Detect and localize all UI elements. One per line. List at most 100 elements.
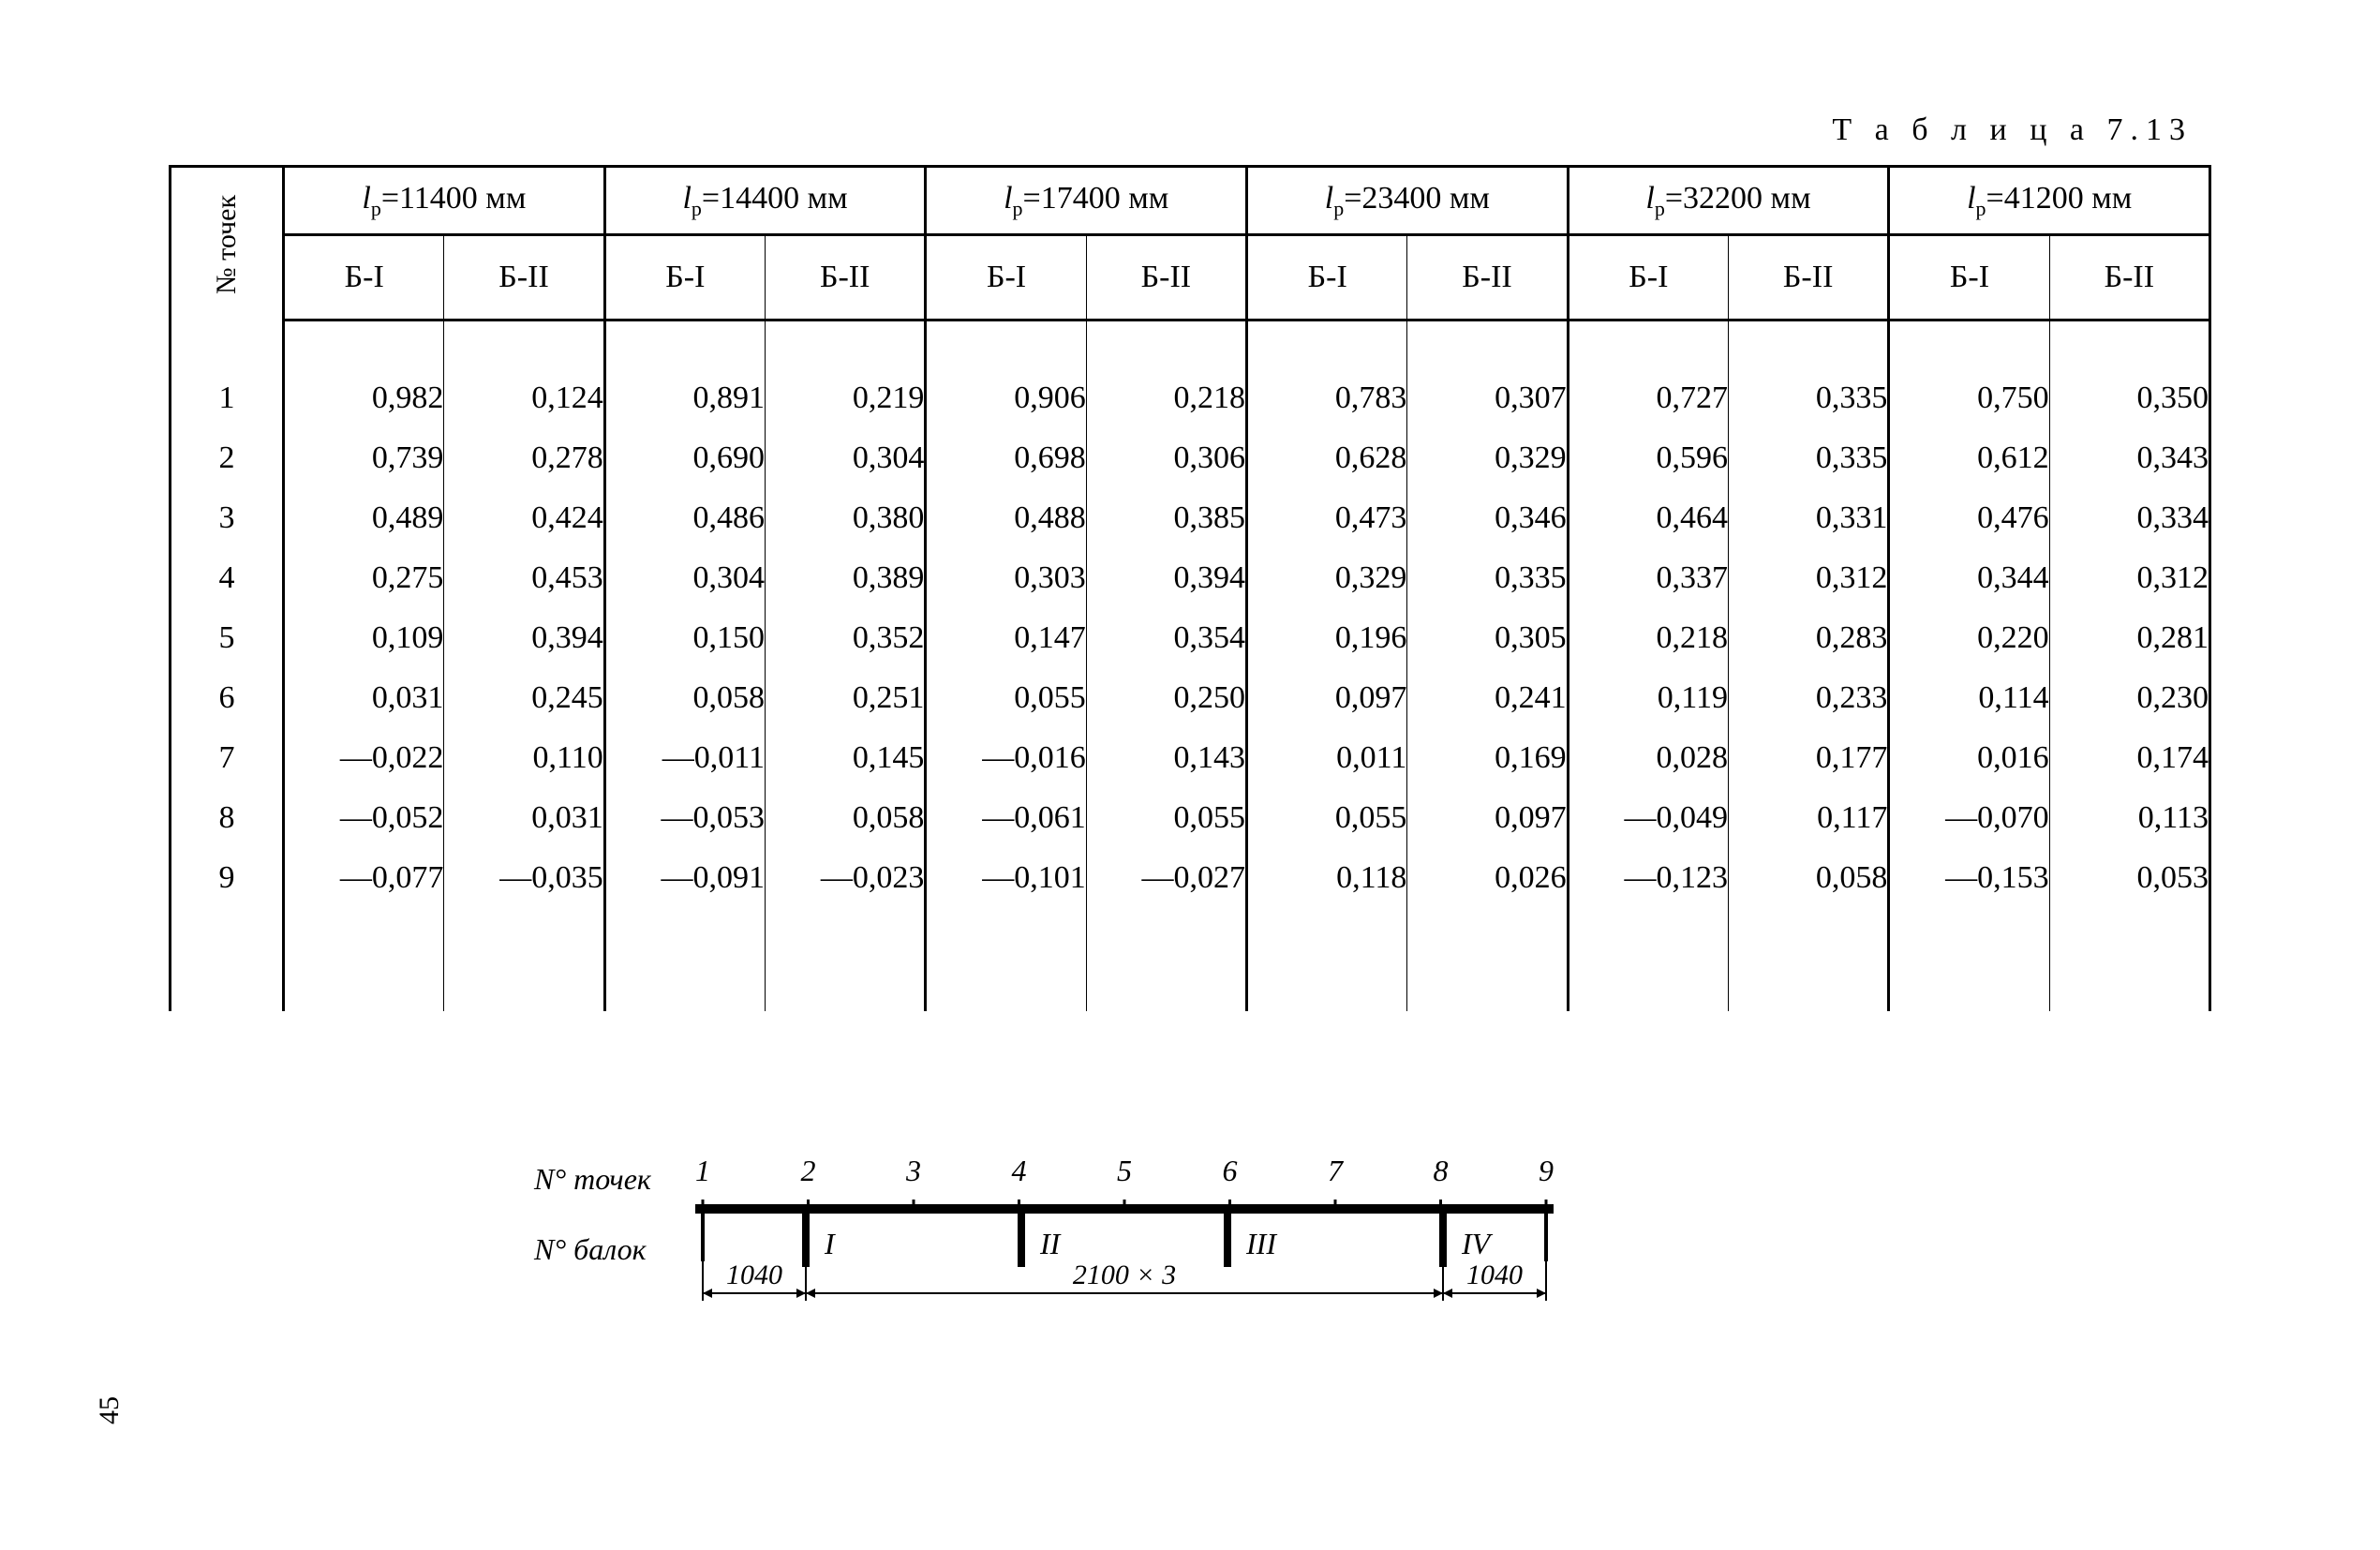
cell: 0,147	[926, 608, 1086, 668]
cell: —0,053	[604, 788, 765, 848]
cell: 0,233	[1729, 668, 1889, 728]
cell: 0,145	[766, 728, 926, 788]
row-number: 8	[171, 788, 284, 848]
cell: —0,091	[604, 848, 765, 908]
table-row: 30,4890,4240,4860,3800,4880,3850,4730,34…	[171, 488, 2210, 548]
cell: 0,174	[2049, 728, 2209, 788]
svg-text:4: 4	[1012, 1154, 1027, 1187]
row-number: 9	[171, 848, 284, 908]
cell: 0,026	[1407, 848, 1568, 908]
cell: 0,312	[1729, 548, 1889, 608]
cell: 0,698	[926, 428, 1086, 488]
col-group-5: lp=41200 мм	[1889, 167, 2210, 235]
col-group-0: lp=11400 мм	[284, 167, 605, 235]
cell: 0,331	[1729, 488, 1889, 548]
cell: 0,906	[926, 368, 1086, 428]
row-number: 2	[171, 428, 284, 488]
cell: 0,177	[1729, 728, 1889, 788]
table-row: 60,0310,2450,0580,2510,0550,2500,0970,24…	[171, 668, 2210, 728]
cell: 0,218	[1086, 368, 1246, 428]
cell: 0,055	[1086, 788, 1246, 848]
svg-text:3: 3	[905, 1154, 921, 1187]
col-sub-2-0: Б-I	[926, 235, 1086, 320]
row-number: 1	[171, 368, 284, 428]
cell: 0,113	[2049, 788, 2209, 848]
cell: 0,281	[2049, 608, 2209, 668]
cell: 0,143	[1086, 728, 1246, 788]
cell: 0,230	[2049, 668, 2209, 728]
cell: 0,110	[444, 728, 604, 788]
cell: —0,061	[926, 788, 1086, 848]
svg-text:7: 7	[1328, 1154, 1345, 1187]
cell: —0,023	[766, 848, 926, 908]
row-header: № точек	[171, 167, 284, 320]
svg-text:2: 2	[801, 1154, 816, 1187]
cell: 0,486	[604, 488, 765, 548]
cell: 0,124	[444, 368, 604, 428]
cell: 0,891	[604, 368, 765, 428]
col-group-1: lp=14400 мм	[604, 167, 926, 235]
cell: —0,027	[1086, 848, 1246, 908]
svg-text:III: III	[1245, 1227, 1277, 1260]
cell: 0,275	[284, 548, 444, 608]
cell: 0,380	[766, 488, 926, 548]
cell: 0,306	[1086, 428, 1246, 488]
svg-text:IV: IV	[1461, 1227, 1494, 1260]
cell: —0,052	[284, 788, 444, 848]
svg-text:9: 9	[1539, 1154, 1554, 1187]
cell: 0,117	[1729, 788, 1889, 848]
cell: 0,312	[2049, 548, 2209, 608]
cell: —0,077	[284, 848, 444, 908]
cell: 0,058	[604, 668, 765, 728]
cell: —0,049	[1568, 788, 1728, 848]
cell: 0,031	[444, 788, 604, 848]
data-table: № точек lp=11400 мм lp=14400 мм lp=17400…	[169, 165, 2211, 1011]
cell: 0,329	[1247, 548, 1407, 608]
cell: 0,690	[604, 428, 765, 488]
cell: 0,352	[766, 608, 926, 668]
cell: 0,245	[444, 668, 604, 728]
cell: —0,070	[1889, 788, 2049, 848]
cell: 0,283	[1729, 608, 1889, 668]
cell: 0,016	[1889, 728, 2049, 788]
svg-text:1: 1	[695, 1154, 710, 1187]
cell: 0,389	[766, 548, 926, 608]
cell: 0,219	[766, 368, 926, 428]
table-row: 7—0,0220,110—0,0110,145—0,0160,1430,0110…	[171, 728, 2210, 788]
row-number: 4	[171, 548, 284, 608]
table-row: 9—0,077—0,035—0,091—0,023—0,101—0,0270,1…	[171, 848, 2210, 908]
cell: 0,055	[1247, 788, 1407, 848]
cell: 0,424	[444, 488, 604, 548]
cell: 0,453	[444, 548, 604, 608]
table-caption: Т а б л и ц а 7.13	[169, 112, 2211, 148]
cell: 0,241	[1407, 668, 1568, 728]
table-row: 20,7390,2780,6900,3040,6980,3060,6280,32…	[171, 428, 2210, 488]
cell: 0,337	[1568, 548, 1728, 608]
cell: —0,011	[604, 728, 765, 788]
cell: 0,031	[284, 668, 444, 728]
svg-text:II: II	[1039, 1227, 1062, 1260]
row-number: 3	[171, 488, 284, 548]
col-group-3: lp=23400 мм	[1247, 167, 1569, 235]
cell: 0,727	[1568, 368, 1728, 428]
cell: 0,303	[926, 548, 1086, 608]
cell: 0,335	[1729, 368, 1889, 428]
cell: 0,220	[1889, 608, 2049, 668]
cell: 0,058	[766, 788, 926, 848]
cell: 0,628	[1247, 428, 1407, 488]
col-group-2: lp=17400 мм	[926, 167, 1247, 235]
table-row: 10,9820,1240,8910,2190,9060,2180,7830,30…	[171, 368, 2210, 428]
cell: 0,305	[1407, 608, 1568, 668]
cell: 0,464	[1568, 488, 1728, 548]
cell: 0,251	[766, 668, 926, 728]
cell: 0,334	[2049, 488, 2209, 548]
cell: —0,035	[444, 848, 604, 908]
row-header-label: № точек	[211, 189, 243, 300]
cell: 0,750	[1889, 368, 2049, 428]
cell: 0,335	[1407, 548, 1568, 608]
cell: 0,053	[2049, 848, 2209, 908]
cell: 0,343	[2049, 428, 2209, 488]
table-row: 50,1090,3940,1500,3520,1470,3540,1960,30…	[171, 608, 2210, 668]
cell: 0,346	[1407, 488, 1568, 548]
cell: —0,022	[284, 728, 444, 788]
